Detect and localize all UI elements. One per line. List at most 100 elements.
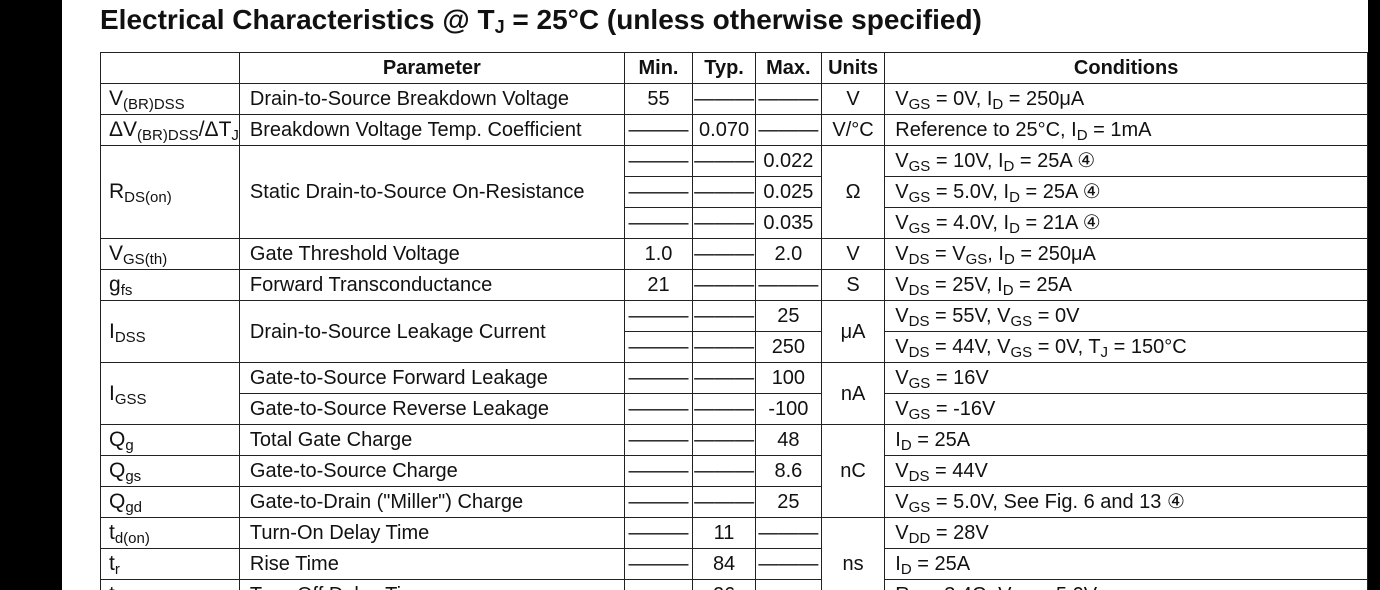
typ-cell: ———: [692, 145, 756, 177]
conditions-cell: VDS = VGS, ID = 250μA: [884, 238, 1368, 270]
min-cell: ———: [623, 579, 694, 590]
table-row: td(on) Turn-On Delay Time ——— 11 ——— ns VDD = …: [100, 517, 1368, 590]
header-cell: Units: [820, 52, 886, 84]
max-cell: ———: [754, 579, 822, 590]
text: = V: [929, 243, 966, 265]
symbol-cell: gfs: [100, 269, 240, 301]
table-row: ——— ——— 250 VDS = 44V, VGS = 0V, TJ = 150°C: [101, 331, 1368, 363]
text: V: [895, 491, 909, 513]
subscript: GS: [1010, 313, 1033, 330]
text: Q: [109, 459, 126, 482]
text: = 28V: [930, 522, 989, 544]
subscript: D: [1003, 158, 1015, 175]
subscript: J: [494, 17, 505, 37]
text: /ΔT: [198, 118, 232, 141]
subscript: g: [125, 437, 134, 454]
subscript: DS: [908, 468, 930, 485]
max-cell: 0.025: [754, 176, 822, 208]
subscript: DS: [908, 344, 930, 361]
table-row: gfs Forward Transconductance 21 ——— ——— S VDS …: [100, 269, 1368, 301]
subscript: DS: [908, 251, 930, 268]
header-cell: Max.: [754, 52, 822, 84]
typ-cell: ———: [692, 238, 756, 270]
min-cell: 55: [623, 83, 694, 115]
typ-cell: ———: [692, 176, 756, 208]
parameter-cell: Turn-Off Delay Time: [238, 579, 625, 590]
symbol-cell: RDS(on): [100, 145, 240, 239]
characteristics-table: Parameter Min. Typ. Max. Units Conditions V (B…: [100, 52, 1368, 590]
parameter-cell: Forward Transconductance: [238, 269, 625, 301]
conditions-cell: VGS = 5.0V, ID = 25A ④: [884, 176, 1368, 208]
header-row: Parameter Min. Typ. Max. Units Conditions: [100, 52, 1368, 84]
typ-cell: ———: [692, 424, 756, 456]
conditions-cell: VGS = 4.0V, ID = 21A ④: [884, 207, 1368, 239]
typ-cell: ———: [692, 393, 756, 425]
subscript: DS(on): [124, 189, 172, 206]
table-row: Qgd Gate-to-Drain ("Miller") Charge ——— ———…: [100, 486, 1368, 518]
text: V: [895, 181, 909, 203]
text: I: [895, 553, 901, 575]
conditions-cell: VGS = 16V: [884, 362, 1368, 394]
title: Electrical Characteristics @ TJ = 25°C (…: [100, 4, 982, 36]
table-row: IDSS Drain-to-Source Leakage Current ——— ——…: [100, 300, 1368, 363]
subscript: DSS: [114, 328, 146, 346]
text: I: [109, 319, 115, 343]
max-cell: ———: [754, 548, 822, 580]
units-cell: ns: [820, 517, 886, 590]
text: = 0V, I: [930, 88, 993, 110]
text: = 16V: [930, 367, 989, 389]
max-cell: 25: [754, 486, 822, 518]
table-row: IGSS Gate-to-Source Forward Leakage ——— ———…: [100, 362, 1368, 425]
subscript: D: [992, 96, 1004, 113]
typ-cell: ———: [692, 207, 756, 239]
text: V: [895, 274, 909, 296]
parameter-cell: Drain-to-Source Leakage Current: [238, 300, 625, 363]
parameter-cell: Gate-to-Source Forward Leakage: [238, 362, 625, 394]
text: = 250μA: [1003, 88, 1085, 110]
max-cell: ———: [754, 114, 822, 146]
table-row: ΔV(BR)DSS/ΔTJ Breakdown Voltage Temp. Coe…: [100, 114, 1368, 146]
text: = 55V, V: [929, 305, 1011, 327]
subscript: DD: [908, 530, 931, 547]
subscript: GSS: [114, 390, 147, 408]
header-cell: Min.: [623, 52, 694, 84]
max-cell: ———: [754, 269, 822, 301]
symbol-cell: ΔV(BR)DSS/ΔTJ: [100, 114, 240, 146]
subscript: D: [900, 437, 912, 454]
table-row: td(off)Turn-Off Delay Time———26———RG = 3…: [100, 579, 1368, 590]
units-cell: μA: [820, 300, 886, 363]
text: = 5.0V: [1033, 584, 1097, 590]
text: = 25A ④: [1014, 150, 1096, 172]
typ-cell: ———: [692, 362, 756, 394]
units-cell: Ω: [820, 145, 886, 239]
text: = 25A: [911, 553, 971, 575]
text: V: [895, 243, 909, 265]
text: = 44V, V: [929, 336, 1011, 358]
subscript: (BR)DSS: [137, 127, 199, 144]
symbol-cell: VGS(th): [100, 238, 240, 270]
text: V: [895, 212, 909, 234]
subscript: GS: [908, 158, 931, 175]
table-row: ——— ——— 0.025 VGS = 5.0V, ID = 25A ④: [101, 176, 1368, 208]
text: = 25A: [1013, 274, 1072, 296]
text: V: [895, 336, 909, 358]
symbol-cell: td(off): [100, 579, 240, 590]
subscript: D: [1009, 189, 1020, 206]
typ-cell: ———: [692, 83, 756, 115]
header-cell: [100, 52, 240, 84]
min-cell: ———: [623, 331, 694, 363]
text: t: [109, 583, 115, 590]
text: R: [895, 584, 909, 590]
table-row: Gate-to-Source Reverse Leakage ——— ——— -100…: [101, 393, 1368, 425]
typ-cell: 11: [692, 517, 756, 549]
text: I: [109, 381, 115, 405]
text: t: [109, 552, 115, 575]
typ-cell: ———: [692, 455, 756, 487]
subscript: GS: [908, 499, 931, 516]
text: V: [109, 87, 124, 110]
max-cell: 0.022: [754, 145, 822, 177]
header-cell: Typ.: [692, 52, 756, 84]
symbol-cell: IGSS: [100, 362, 240, 425]
min-cell: ———: [623, 362, 694, 394]
conditions-cell: ID = 25A: [884, 424, 1368, 456]
